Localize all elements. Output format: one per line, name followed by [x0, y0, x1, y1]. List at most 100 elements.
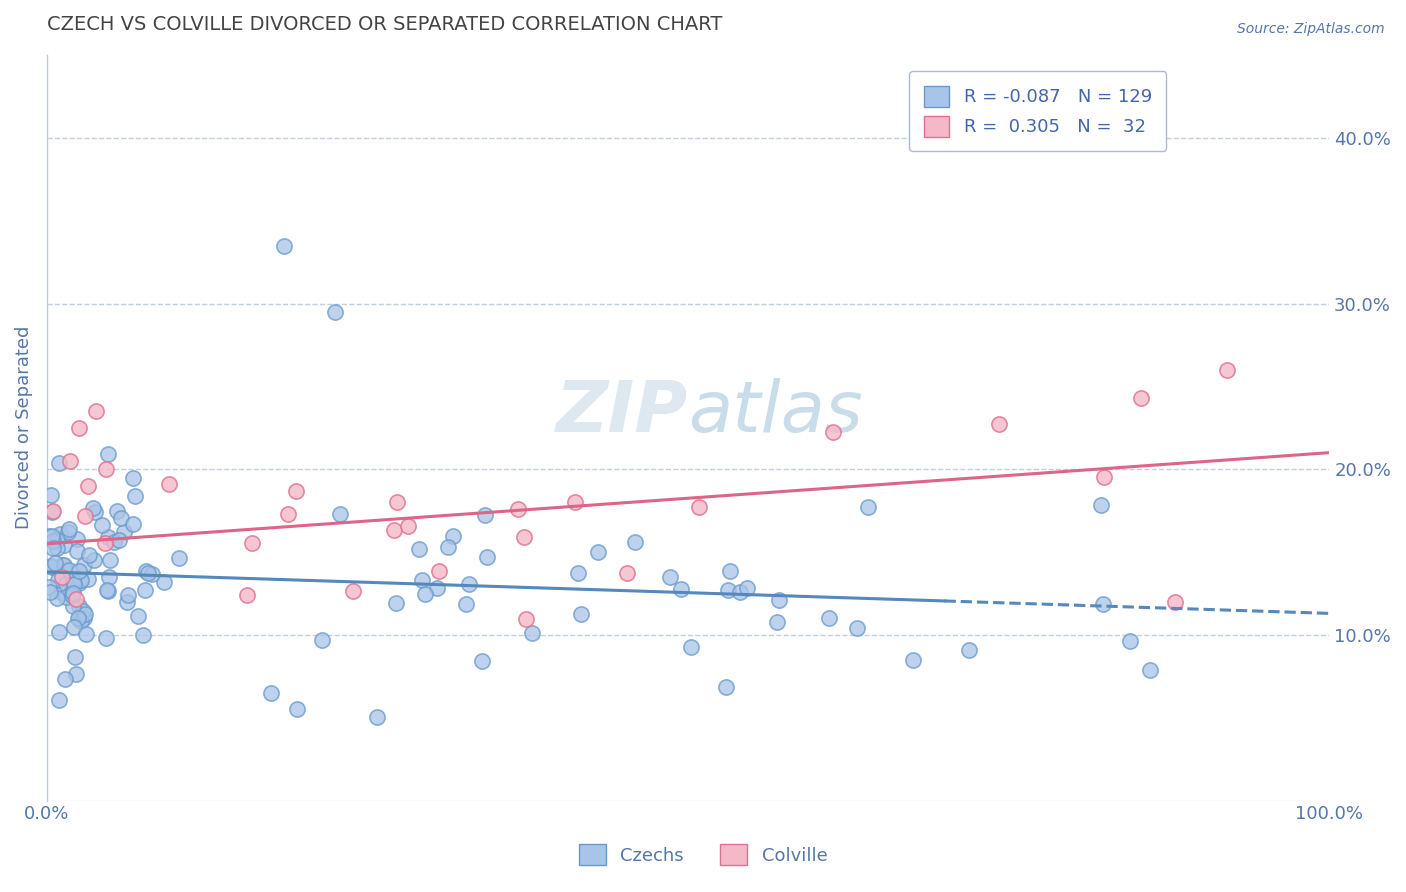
Point [260, 686, 283, 700]
Point [77, 573, 100, 587]
Point [1164, 595, 1187, 609]
Point [73, 508, 96, 523]
Point [458, 577, 481, 591]
Point [520, 626, 543, 640]
Point [135, 565, 157, 579]
Point [103, 535, 125, 549]
Point [65, 667, 87, 681]
Point [1092, 470, 1115, 484]
Text: ZIP: ZIP [555, 378, 688, 448]
Point [669, 582, 692, 596]
Point [284, 483, 307, 498]
Point [411, 574, 433, 588]
Point [1215, 363, 1237, 377]
Point [471, 653, 494, 667]
Point [46, 591, 69, 605]
Point [39, 488, 62, 502]
Point [856, 500, 879, 515]
Point [66, 544, 89, 558]
Point [94, 462, 117, 476]
Point [474, 508, 496, 522]
Legend: Czechs, Colville: Czechs, Colville [571, 837, 835, 872]
Point [75, 627, 97, 641]
Point [117, 588, 139, 602]
Point [48, 693, 70, 707]
Point [67, 576, 90, 591]
Point [73, 558, 96, 573]
Point [273, 238, 295, 252]
Point [506, 502, 529, 516]
Point [366, 710, 388, 724]
Point [69, 574, 91, 588]
Point [62, 599, 84, 614]
Point [688, 500, 710, 514]
Point [586, 545, 609, 559]
Point [51, 558, 73, 572]
Point [441, 529, 464, 543]
Legend: R = -0.087   N = 129, R =  0.305   N =  32: R = -0.087 N = 129, R = 0.305 N = 32 [910, 71, 1167, 151]
Point [115, 595, 138, 609]
Point [53, 538, 76, 552]
Point [42, 534, 65, 549]
Point [110, 511, 132, 525]
Point [382, 523, 405, 537]
Point [48, 624, 70, 639]
Point [385, 596, 408, 610]
Point [42, 503, 65, 517]
Point [728, 584, 751, 599]
Point [714, 680, 737, 694]
Point [658, 570, 681, 584]
Point [44, 556, 66, 570]
Point [46, 573, 69, 587]
Point [679, 640, 702, 654]
Point [413, 587, 436, 601]
Point [1129, 391, 1152, 405]
Point [285, 702, 308, 716]
Point [141, 567, 163, 582]
Point [329, 507, 352, 521]
Point [58, 563, 80, 577]
Point [122, 517, 145, 532]
Point [152, 575, 174, 590]
Point [73, 607, 96, 621]
Point [718, 565, 741, 579]
Point [41, 528, 63, 542]
Point [98, 553, 121, 567]
Point [1090, 498, 1112, 512]
Point [63, 577, 86, 591]
Text: Source: ZipAtlas.com: Source: ZipAtlas.com [1237, 22, 1385, 37]
Point [437, 540, 460, 554]
Point [408, 542, 430, 557]
Point [768, 592, 790, 607]
Point [132, 628, 155, 642]
Point [65, 592, 87, 607]
Point [569, 607, 592, 621]
Point [60, 588, 83, 602]
Point [62, 574, 84, 588]
Point [311, 632, 333, 647]
Point [41, 559, 63, 574]
Point [342, 584, 364, 599]
Point [1091, 597, 1114, 611]
Point [735, 582, 758, 596]
Point [1119, 634, 1142, 648]
Point [567, 566, 589, 580]
Point [136, 566, 159, 581]
Point [475, 550, 498, 565]
Point [105, 504, 128, 518]
Point [69, 573, 91, 587]
Point [121, 471, 143, 485]
Point [48, 527, 70, 541]
Point [42, 541, 65, 555]
Point [48, 456, 70, 470]
Point [97, 530, 120, 544]
Point [96, 583, 118, 598]
Point [58, 524, 80, 539]
Point [427, 564, 450, 578]
Point [426, 581, 449, 595]
Point [84, 505, 107, 519]
Text: atlas: atlas [688, 378, 863, 448]
Point [82, 501, 104, 516]
Point [277, 507, 299, 521]
Point [77, 548, 100, 562]
